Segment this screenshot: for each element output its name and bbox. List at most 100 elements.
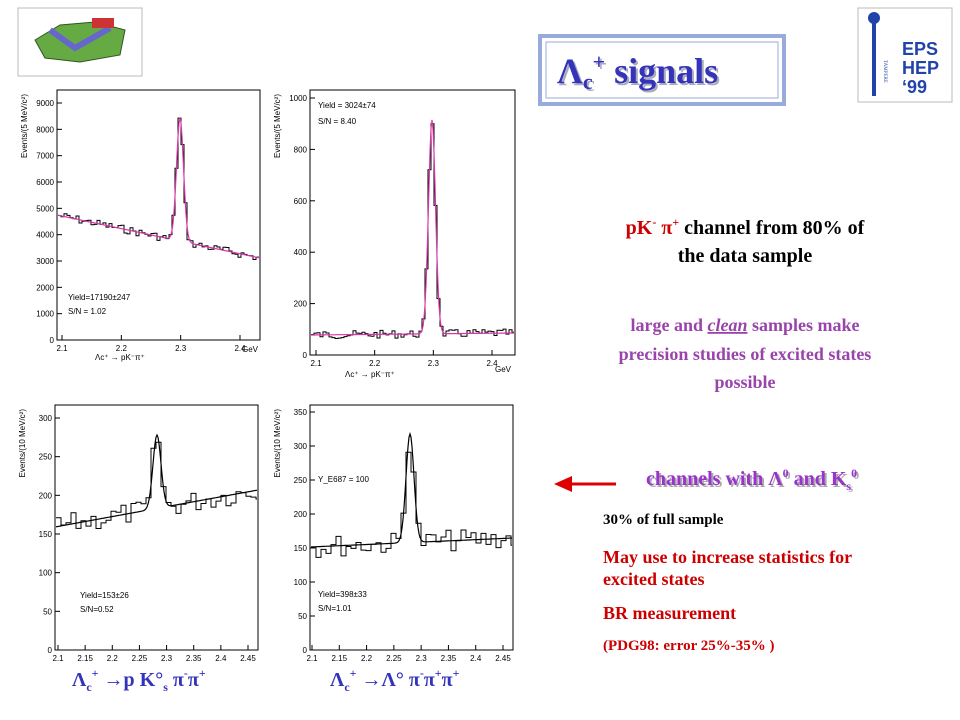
x-tick-label: 2.2 xyxy=(361,654,373,663)
clean-text: precision studies of excited states xyxy=(619,344,872,364)
y-tick-label: 800 xyxy=(294,145,308,154)
channel-text: the data sample xyxy=(678,245,813,267)
x-tick-label: 2.1 xyxy=(56,344,68,353)
y-tick-label: 3000 xyxy=(36,257,54,266)
clean-text: large and clean samples make xyxy=(630,315,859,335)
y-axis-label: Events/(10 MeV/c²) xyxy=(18,409,27,478)
arrow xyxy=(554,476,616,492)
y-tick-label: 7000 xyxy=(36,152,54,161)
y-tick-label: 2000 xyxy=(36,283,54,292)
logo-line: ‘99 xyxy=(902,77,927,97)
y-tick-label: 250 xyxy=(294,476,308,485)
x-axis-label: Λc⁺ → pK⁻π⁺ xyxy=(345,370,395,379)
br: BR measurement xyxy=(603,603,736,623)
plot-note: Yield=398±33 xyxy=(318,590,367,599)
y-tick-label: 200 xyxy=(294,300,308,309)
increase: excited states xyxy=(603,569,704,589)
plot-note: S/N=1.01 xyxy=(318,604,352,613)
x-tick-label: 2.4 xyxy=(234,344,246,353)
y-tick-label: 250 xyxy=(39,453,53,462)
y-tick-label: 350 xyxy=(294,408,308,417)
x-tick-label: 2.3 xyxy=(416,654,428,663)
x-tick-label: 2.35 xyxy=(186,654,202,663)
y-tick-label: 150 xyxy=(39,530,53,539)
y-tick-label: 0 xyxy=(303,646,308,655)
x-tick-label: 2.15 xyxy=(331,654,347,663)
y-tick-label: 50 xyxy=(298,612,307,621)
x-tick-label: 2.3 xyxy=(175,344,187,353)
x-tick-label: 2.2 xyxy=(369,359,381,368)
focus-logo xyxy=(17,7,143,77)
x-tick-label: 2.4 xyxy=(470,654,482,663)
y-tick-label: 0 xyxy=(50,336,55,345)
y-tick-label: 0 xyxy=(303,351,308,360)
x-tick-label: 2.1 xyxy=(310,359,322,368)
y-tick-label: 100 xyxy=(39,569,53,578)
plot-note: Yield=153±26 xyxy=(80,591,129,600)
plot-note: Yield = 3024±74 xyxy=(318,101,376,110)
pdg: (PDG98: error 25%-35% ) xyxy=(603,638,774,654)
y-tick-label: 600 xyxy=(294,197,308,206)
y-axis-label: Events/(5 MeV/c²) xyxy=(20,94,29,158)
fit-curve xyxy=(311,119,514,336)
plot-note: S/N = 1.02 xyxy=(68,307,107,316)
caption: Λc+ →Λ° π-π+π+ xyxy=(330,666,460,694)
x-unit: GeV xyxy=(242,345,259,354)
y-tick-label: 6000 xyxy=(36,178,54,187)
y-tick-label: 8000 xyxy=(36,125,54,134)
caption: Λc+ →p K°s π-π+ xyxy=(72,666,206,694)
x-tick-label: 2.15 xyxy=(77,654,93,663)
x-tick-label: 2.3 xyxy=(161,654,173,663)
histogram-plot: 0 200 400 600 800 1000 2.1 2.2 2.3 2.4 Events/(5 M… xyxy=(273,89,516,379)
y-tick-label: 300 xyxy=(39,414,53,423)
increase: May use to increase statistics for xyxy=(603,547,852,567)
y-tick-label: 0 xyxy=(48,646,53,655)
fit-curve xyxy=(57,117,260,259)
eps-logo: TAMPERE EPS HEP ‘99 xyxy=(857,7,953,103)
y-tick-label: 5000 xyxy=(36,204,54,213)
y-tick-label: 300 xyxy=(294,442,308,451)
x-tick-label: 2.25 xyxy=(132,654,148,663)
logo-line: HEP xyxy=(902,58,939,78)
clean-text: possible xyxy=(714,372,775,392)
title: Λc+ signals xyxy=(557,49,718,94)
plot-note: Yield=17190±247 xyxy=(68,293,131,302)
lambda-shadow: channels with Λ0 and Ks0 xyxy=(648,468,859,495)
plot-frame xyxy=(309,89,516,356)
y-tick-label: 200 xyxy=(294,510,308,519)
y-axis-label: Events/(5 MeV/c²) xyxy=(273,94,282,158)
y-tick-label: 50 xyxy=(43,607,52,616)
x-tick-label: 2.25 xyxy=(386,654,402,663)
x-tick-label: 2.4 xyxy=(486,359,498,368)
x-axis-label: Λc⁺ → pK⁻π⁺ xyxy=(95,353,145,362)
x-tick-label: 2.35 xyxy=(441,654,457,663)
y-axis-label: Events/(10 MeV/c²) xyxy=(273,409,282,478)
title-box: Λc+ signals Λc+ signals xyxy=(538,34,786,106)
histogram xyxy=(58,117,259,260)
plots: 01000200030004000500060007000800090002.1… xyxy=(18,89,516,663)
x-tick-label: 2.1 xyxy=(52,654,64,663)
x-tick-label: 2.2 xyxy=(107,654,119,663)
x-tick-label: 2.3 xyxy=(428,359,440,368)
lambda-text: channels with Λ0 and Ks0 xyxy=(646,466,857,493)
x-tick-label: 2.4 xyxy=(215,654,227,663)
y-tick-label: 4000 xyxy=(36,231,54,240)
x-tick-label: 2.45 xyxy=(240,654,256,663)
histogram-plot: 0 50 100 150 200 250 300 350 2.1 2.15 2.2 2.25 2.3 2.… xyxy=(273,404,514,663)
plot-note: S/N=0.52 xyxy=(80,605,114,614)
y-tick-label: 200 xyxy=(39,491,53,500)
histogram-plot: 0 50 100 150 200 250 300 2.1 2.15 2.2 2.25 2.3 2.35 2… xyxy=(18,404,259,663)
x-unit: GeV xyxy=(495,365,512,374)
channel-text: pK- π+ channel from 80% of xyxy=(626,215,865,239)
x-tick-label: 2.2 xyxy=(116,344,128,353)
y-tick-label: 100 xyxy=(294,578,308,587)
y-tick-label: 1000 xyxy=(289,94,307,103)
fit-curve xyxy=(310,431,513,548)
y-tick-label: 150 xyxy=(294,544,308,553)
y-tick-label: 1000 xyxy=(36,310,54,319)
x-tick-label: 2.1 xyxy=(306,654,318,663)
logo-line: EPS xyxy=(902,39,938,59)
x-tick-label: 2.45 xyxy=(495,654,511,663)
histogram-plot: 0 1000 2000 3000 4000 5000 6000 7000 8000 9000 2.1… xyxy=(20,89,261,362)
